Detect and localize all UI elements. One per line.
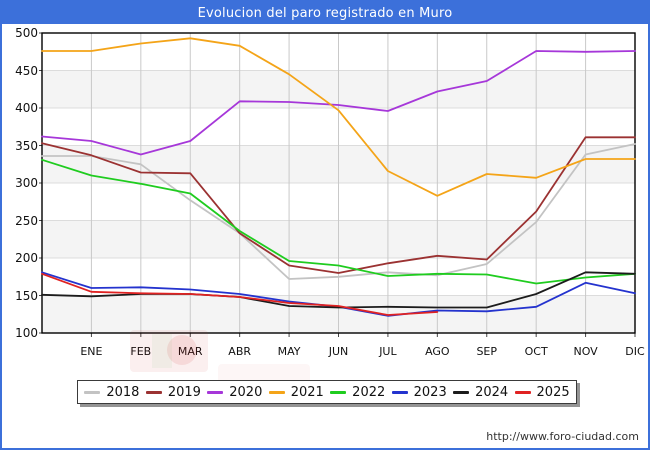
legend-swatch-2021 xyxy=(268,390,285,394)
legend-item-2018: 2018 xyxy=(84,385,139,400)
y-axis-label-500: 500 xyxy=(15,26,38,40)
legend-swatch-2022 xyxy=(330,390,347,394)
legend-swatch-2023 xyxy=(391,390,408,394)
x-axis-label-feb: FEB xyxy=(130,345,152,358)
legend-label-2024: 2024 xyxy=(475,384,509,400)
x-axis-label-abr: ABR xyxy=(228,345,252,358)
y-axis-label-350: 350 xyxy=(15,138,38,153)
x-axis-label-ago: AGO xyxy=(425,345,450,358)
x-axis-label-mar: MAR xyxy=(177,345,203,358)
y-axis-label-300: 300 xyxy=(15,176,38,190)
legend-swatch-2020 xyxy=(207,390,224,394)
chart-title: Evolucion del paro registrado en Muro xyxy=(197,5,453,21)
legend-item-2019: 2019 xyxy=(145,384,201,400)
legend-label-2025: 2025 xyxy=(536,384,570,400)
y-axis-label-400: 400 xyxy=(15,101,38,115)
legend-swatch-2019 xyxy=(145,390,162,394)
x-axis-label-dic: DIC xyxy=(625,345,645,358)
title-bar: Evolucion del paro registrado en Muro xyxy=(2,2,648,24)
legend-item-2022: 2022 xyxy=(330,385,385,400)
x-axis-label-nov: NOV xyxy=(573,345,598,358)
series-line-2020 xyxy=(41,50,636,156)
legend-box: 2018 2019 2020 2021 2022 2023 2024 2025 xyxy=(77,380,577,404)
series-line-2021 xyxy=(41,37,636,197)
legend-label-2018: 2018 xyxy=(106,384,140,400)
y-axis-label-200: 200 xyxy=(15,251,38,265)
y-axis-label-100: 100 xyxy=(15,326,38,340)
legend-item-2025: 2025 xyxy=(514,384,570,400)
plot-border xyxy=(41,32,636,334)
x-axis-label-oct: OCT xyxy=(524,345,548,358)
x-axis-label-jul: JUL xyxy=(379,345,397,358)
x-axis-label-sep: SEP xyxy=(476,345,498,358)
x-axis-label-may: MAY xyxy=(277,345,301,358)
y-axis-label-250: 250 xyxy=(15,213,38,228)
series-line-2025 xyxy=(41,272,439,316)
legend-label-2022: 2022 xyxy=(352,384,386,400)
series-line-2018 xyxy=(41,143,636,280)
legend-swatch-2024 xyxy=(453,390,470,394)
legend-label-2020: 2020 xyxy=(229,384,263,400)
x-axis-label-jun: JUN xyxy=(328,345,349,358)
x-axis-label-ene: ENE xyxy=(80,345,103,358)
legend-item-2024: 2024 xyxy=(453,385,508,400)
legend-item-2020: 2020 xyxy=(207,385,262,400)
legend-label-2019: 2019 xyxy=(167,384,201,400)
footer-url: http://www.foro-ciudad.com xyxy=(486,430,639,443)
series-line-2022 xyxy=(41,158,636,285)
series-line-2019 xyxy=(41,136,636,274)
legend-swatch-2025 xyxy=(514,390,531,394)
legend-label-2023: 2023 xyxy=(413,384,447,400)
legend-swatch-2018 xyxy=(84,390,101,394)
y-axis-label-150: 150 xyxy=(15,288,38,303)
legend-label-2021: 2021 xyxy=(290,384,324,400)
legend-item-2021: 2021 xyxy=(268,384,324,400)
legend-item-2023: 2023 xyxy=(391,384,447,400)
y-axis-label-450: 450 xyxy=(15,63,38,78)
